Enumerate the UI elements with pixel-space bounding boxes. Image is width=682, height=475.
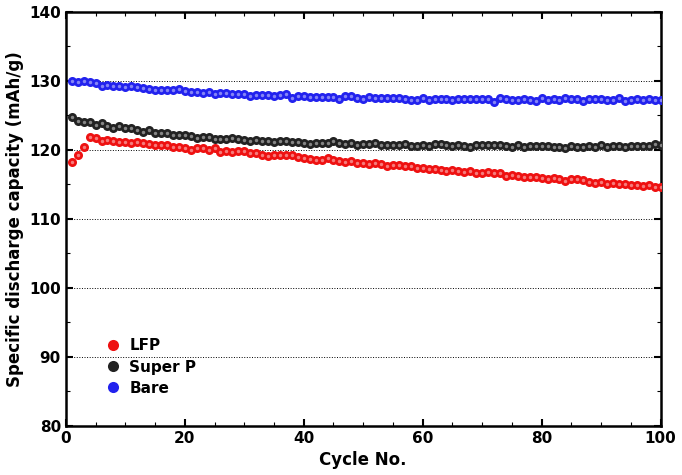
X-axis label: Cycle No.: Cycle No. [319,451,407,469]
Legend: LFP, Super P, Bare: LFP, Super P, Bare [98,332,203,402]
Y-axis label: Specific discharge capacity (mAh/g): Specific discharge capacity (mAh/g) [5,51,24,387]
